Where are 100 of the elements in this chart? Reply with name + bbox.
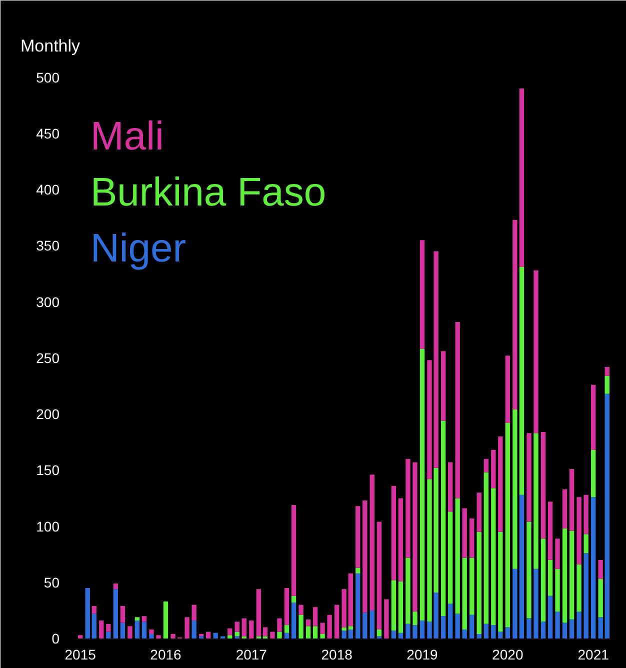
text: Burkina Faso [90, 170, 326, 214]
bar [470, 614, 474, 638]
bar [270, 632, 275, 638]
bar [277, 618, 282, 632]
bar [526, 618, 532, 638]
x-tick-label: 2019 [406, 646, 438, 662]
bar [99, 620, 104, 638]
bar [320, 634, 325, 638]
bar [362, 500, 368, 613]
bar [448, 604, 453, 638]
bar [584, 534, 588, 554]
bar [334, 604, 340, 638]
bar [356, 568, 360, 574]
bar [163, 601, 168, 638]
bar [540, 538, 546, 622]
bar [534, 568, 538, 638]
bar [348, 626, 353, 630]
bar [92, 614, 96, 638]
bar [327, 614, 332, 638]
bar [391, 630, 396, 638]
x-tick-label: 2017 [236, 646, 268, 662]
bar [213, 632, 218, 638]
bar [505, 356, 510, 424]
y-tick-label: 200 [36, 406, 60, 422]
bar [291, 602, 296, 638]
bar [519, 88, 524, 268]
bar [298, 614, 304, 638]
y-tick-label: 450 [36, 125, 60, 142]
bar [484, 458, 488, 472]
bar [142, 622, 147, 638]
bar [312, 626, 318, 638]
bar [526, 433, 532, 522]
bar [476, 634, 482, 638]
bar [412, 462, 418, 612]
y-tick-label: 0 [52, 630, 60, 646]
bar [562, 489, 568, 529]
bar [192, 604, 196, 621]
y-tick-label: 400 [36, 182, 60, 198]
x-tick-label: 2018 [321, 646, 353, 662]
bar [156, 635, 161, 638]
bar [262, 627, 268, 636]
bar [356, 573, 360, 638]
bar [256, 589, 262, 636]
bar [406, 458, 410, 558]
bar [440, 351, 446, 421]
bar [106, 632, 111, 638]
bar [455, 322, 460, 498]
bar [192, 620, 196, 638]
bar [342, 630, 346, 638]
bar [462, 558, 467, 630]
bar [277, 632, 282, 638]
bar [384, 599, 389, 638]
y-tick-label: 150 [36, 462, 60, 478]
bar [555, 612, 560, 638]
bar [284, 588, 290, 626]
bar [412, 612, 418, 626]
bar [391, 486, 396, 580]
bar [134, 617, 140, 621]
y-tick-label: 500 [36, 69, 60, 86]
bar [491, 625, 496, 638]
bar [498, 632, 503, 638]
y-tick-label: 50 [44, 574, 60, 590]
bar [370, 610, 375, 638]
bar [484, 472, 488, 624]
bar [306, 619, 311, 626]
bar [462, 508, 467, 558]
bar [576, 612, 582, 638]
bar [598, 560, 603, 580]
bar [149, 630, 154, 634]
y-axis-title: Monthly [20, 36, 81, 56]
bar [78, 635, 83, 638]
bar [342, 589, 346, 628]
bar [391, 580, 396, 631]
bar [512, 568, 518, 638]
bar [590, 497, 596, 638]
bar [242, 618, 246, 636]
bar [562, 622, 568, 638]
bar [470, 558, 474, 615]
bar [249, 620, 254, 638]
bar [569, 619, 574, 638]
bar [440, 420, 446, 616]
bar [234, 632, 240, 636]
bar [312, 607, 318, 626]
bar [569, 469, 574, 531]
bar [206, 632, 211, 638]
bar [526, 522, 532, 618]
bar [455, 498, 460, 614]
bar [598, 617, 603, 638]
bar [406, 558, 410, 624]
bar [584, 494, 588, 534]
bar [604, 376, 610, 394]
y-tick-label: 250 [36, 350, 60, 366]
bar [562, 528, 568, 623]
bar [362, 612, 368, 638]
bar [512, 410, 518, 569]
bar [455, 614, 460, 638]
y-tick-label: 300 [36, 294, 60, 310]
bar [590, 384, 596, 450]
bar [284, 625, 290, 633]
bar [406, 624, 410, 638]
